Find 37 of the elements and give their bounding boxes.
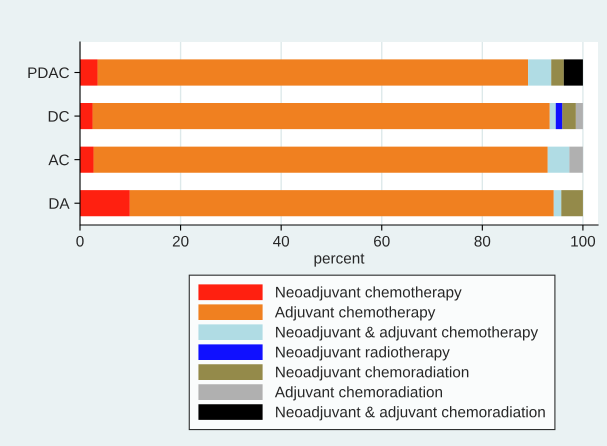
y-tick-label: DC <box>48 110 69 122</box>
bar <box>80 146 94 173</box>
bar <box>564 59 583 86</box>
y-tick-label: DA <box>50 198 70 209</box>
x-tick-label: 80 <box>474 236 490 247</box>
legend-label: Neoadjuvant chemoradiation <box>276 366 468 380</box>
legend-label: Neoadjuvant & adjuvant chemotherapy <box>276 326 538 341</box>
bar <box>561 190 583 216</box>
legend-label: Adjuvant chemotherapy <box>274 306 436 321</box>
bar <box>92 103 550 130</box>
bar <box>548 146 570 173</box>
bar <box>98 59 528 86</box>
legend-label: Neoadjuvant chemotherapy <box>276 286 462 301</box>
bar <box>80 190 130 216</box>
y-tick-label: AC <box>48 154 69 166</box>
bar <box>551 59 564 86</box>
y-tick-label: PDAC <box>28 67 69 78</box>
legend-label: Neoadjuvant radiotherapy <box>276 346 450 360</box>
x-tick-label: 60 <box>374 236 390 247</box>
x-tick-label: 40 <box>273 236 290 247</box>
bar <box>80 103 93 130</box>
x-tick-label: 0 <box>76 236 84 247</box>
bar <box>550 103 556 130</box>
legend-label: Adjuvant chemoradiation <box>274 386 442 400</box>
bar <box>130 190 554 216</box>
bar <box>554 190 562 216</box>
x-axis-title: percent <box>314 254 364 267</box>
bar <box>569 146 583 173</box>
legend-label: Neoadjuvant & adjuvant chemoradiation <box>276 406 545 420</box>
x-tick-label: 20 <box>172 236 188 247</box>
bar <box>94 146 548 173</box>
x-tick-label: 100 <box>571 236 596 247</box>
bar <box>556 103 562 130</box>
bar <box>80 59 98 86</box>
bar <box>576 103 583 130</box>
bar <box>562 103 576 130</box>
bar <box>528 59 552 86</box>
